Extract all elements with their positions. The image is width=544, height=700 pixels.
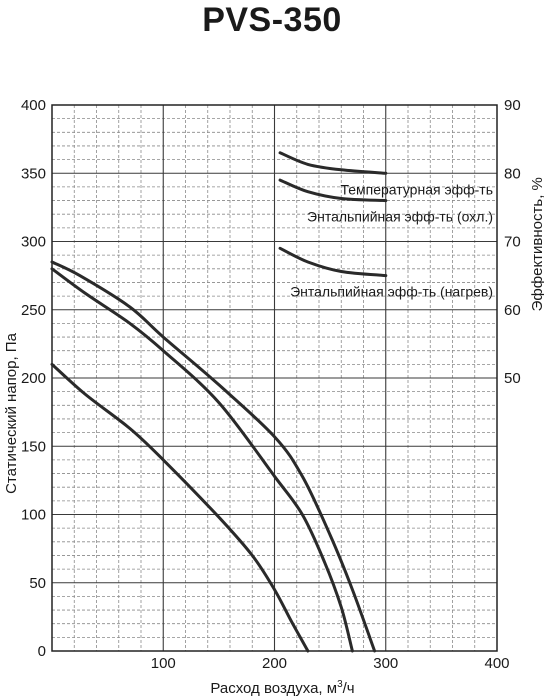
x-axis-label: Расход воздуха, м3/ч [210,679,354,697]
y-tick-label: 400 [21,97,46,114]
y-tick-label: 100 [21,507,46,524]
chart-title: PVS-350 [202,1,342,39]
major-grid [52,105,497,651]
y2-tick-label: 70 [504,234,521,251]
y-tick-label: 200 [21,370,46,387]
x-tick-label: 100 [151,655,176,672]
y2-tick-label: 80 [504,165,521,182]
y2-tick-label: 50 [504,370,521,387]
x-axis-label-main: Расход воздуха, м [210,680,337,697]
x-axis-label-superscript: 3 [337,679,343,690]
x-tick-label: 200 [262,655,287,672]
y-axis-label: Статический напор, Па [3,332,20,493]
curves [50,151,388,653]
plot-frame [51,104,498,652]
x-tick-label: 300 [373,655,398,672]
pressure-curve [50,362,310,653]
y-tick-label: 0 [38,643,46,660]
efficiency-curve [278,151,388,175]
y2-axis-ticks: 50 60 70 80 90 [504,97,521,387]
y2-axis-label: Эффективность, % [529,177,544,311]
x-axis-label-tail: /ч [343,680,355,697]
y2-tick-label: 60 [504,302,521,319]
y-tick-label: 350 [21,165,46,182]
y-tick-label: 300 [21,234,46,251]
efficiency-curve [278,246,388,278]
efficiency-curve-label: Энтальпийная эфф-ть (охл.) [307,209,493,225]
efficiency-curve-label: Энтальпийная эфф-ть (нагрев) [290,284,493,300]
y2-tick-label: 90 [504,97,521,114]
x-axis-ticks: 100 200 300 400 [151,655,510,672]
y-tick-label: 250 [21,302,46,319]
y-tick-label: 150 [21,438,46,455]
y-axis-ticks: 0 50 100 150 200 250 300 350 400 [21,97,46,660]
x-tick-label: 400 [484,655,509,672]
y-tick-label: 50 [29,575,46,592]
pressure-curve [50,267,354,653]
efficiency-curve-label: Температурная эфф-ть [340,181,493,197]
efficiency-curve [278,178,388,203]
pressure-curve [50,260,377,653]
curve-labels: Температурная эфф-ть Энтальпийная эфф-ть … [290,181,493,299]
